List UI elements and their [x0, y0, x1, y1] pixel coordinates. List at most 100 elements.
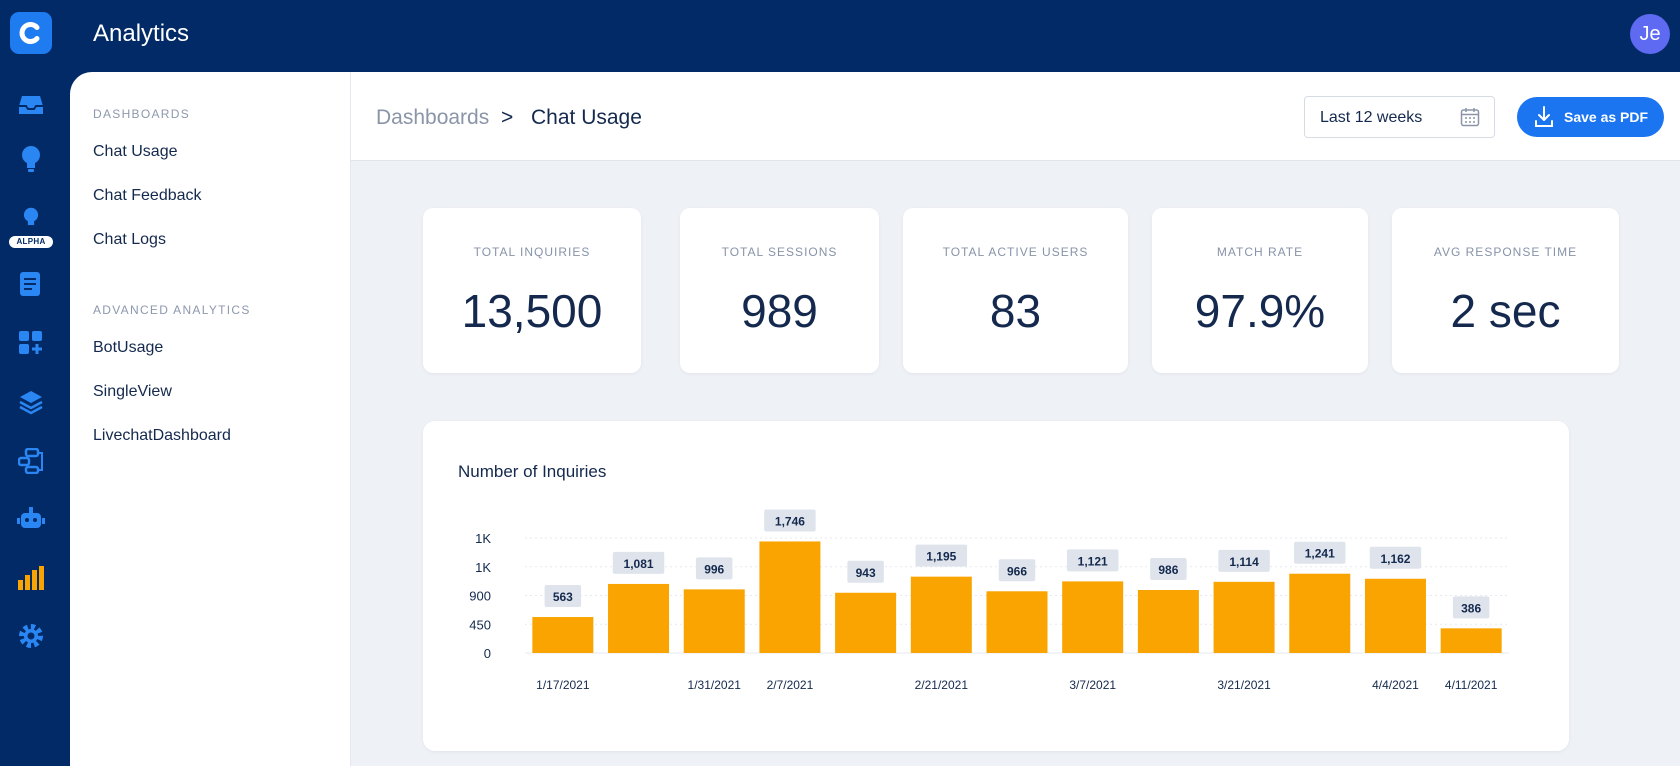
inbox-icon[interactable] — [15, 89, 47, 121]
date-range-select[interactable]: Last 12 weeks — [1304, 96, 1495, 138]
lightbulb-icon[interactable] — [15, 143, 47, 175]
layers-icon[interactable] — [15, 386, 47, 418]
chart-bar — [910, 576, 972, 653]
data-label-bg — [1294, 541, 1346, 564]
chart-bar — [835, 592, 897, 653]
sidebar-item-chat-feedback[interactable]: Chat Feedback — [93, 187, 202, 204]
x-tick-label: 2/21/2021 — [915, 678, 969, 692]
data-label: 996 — [704, 562, 724, 576]
chart-bar — [1289, 573, 1351, 653]
sidebar-item-singleview[interactable]: SingleView — [93, 383, 172, 400]
x-tick-label: 4/11/2021 — [1445, 678, 1498, 692]
document-icon[interactable] — [15, 268, 47, 300]
data-label: 986 — [1158, 563, 1178, 577]
data-label-bg — [612, 551, 665, 574]
chart-bar — [1440, 628, 1502, 653]
data-label-bg — [695, 557, 733, 580]
kpi-total-sessions: TOTAL SESSIONS 989 — [680, 208, 879, 373]
kpi-value: 13,500 — [461, 285, 603, 337]
data-label: 943 — [856, 566, 876, 580]
sidebar-item-chat-logs[interactable]: Chat Logs — [93, 231, 166, 248]
flow-icon[interactable] — [15, 445, 47, 477]
save-as-pdf-label: Save as PDF — [1564, 109, 1649, 125]
chart-bar — [1213, 581, 1275, 653]
data-label-bg — [1066, 549, 1119, 572]
data-label-bg — [998, 559, 1036, 582]
data-label-bg — [1150, 558, 1187, 581]
y-tick-label: 1K — [475, 560, 491, 575]
kpi-match-rate: MATCH RATE 97.9% — [1152, 208, 1368, 373]
chart-bar — [608, 583, 670, 653]
y-tick-label: 0 — [484, 646, 491, 661]
kpi-value: 2 sec — [1450, 285, 1561, 337]
calendar-icon — [1460, 108, 1480, 127]
settings-icon[interactable] — [15, 620, 47, 652]
sidebar-item-livechat-dashboard[interactable]: LivechatDashboard — [93, 427, 231, 444]
x-tick-label: 4/4/2021 — [1372, 678, 1419, 692]
y-tick-label: 1K — [475, 531, 491, 546]
app-title: Analytics — [93, 20, 190, 47]
kpi-label: TOTAL INQUIRIES — [473, 245, 591, 259]
chart-title: Number of Inquiries — [458, 462, 607, 481]
user-avatar[interactable]: Je — [1630, 14, 1670, 54]
dashboards-sidebar: DASHBOARDS Chat Usage Chat Feedback Chat… — [70, 72, 351, 766]
breadcrumb-dashboards[interactable]: Dashboards — [376, 106, 490, 129]
kpi-label: TOTAL ACTIVE USERS — [942, 245, 1089, 259]
data-label-bg — [1218, 549, 1270, 572]
save-as-pdf-button[interactable]: Save as PDF — [1517, 97, 1664, 137]
top-bar: Analytics Je — [0, 0, 1680, 72]
chart-bar — [683, 589, 745, 653]
x-tick-label: 2/7/2021 — [767, 678, 814, 692]
data-label-bg — [1452, 596, 1490, 619]
inquiries-chart-card: Number of Inquiries 0 450 900 1K 1K 563 1/17/2… — [423, 421, 1569, 751]
breadcrumb-separator: > — [501, 106, 514, 129]
kpi-total-active-users: TOTAL ACTIVE USERS 83 — [903, 208, 1128, 373]
y-tick-label: 450 — [469, 617, 491, 632]
kpi-label: AVG RESPONSE TIME — [1433, 245, 1578, 259]
x-tick-label: 3/21/2021 — [1217, 678, 1271, 692]
sidebar-item-chat-usage[interactable]: Chat Usage — [93, 143, 178, 160]
main-content: Dashboards > Chat Usage Last 12 weeks Sa… — [351, 72, 1680, 766]
app-logo[interactable] — [10, 12, 52, 54]
kpi-label: TOTAL SESSIONS — [721, 245, 838, 259]
chart-bar — [759, 541, 821, 653]
page-title: Chat Usage — [531, 106, 642, 129]
inquiries-bar-chart: 0 450 900 1K 1K 563 1/17/2021 1,081 996 1/31/2021… — [469, 509, 1509, 692]
data-label-bg — [1369, 546, 1422, 569]
data-label: 966 — [1007, 564, 1027, 578]
kpi-value: 97.9% — [1194, 285, 1326, 337]
x-tick-label: 3/7/2021 — [1069, 678, 1116, 692]
page-header: Dashboards > Chat Usage Last 12 weeks Sa… — [351, 72, 1680, 161]
alpha-badge: ALPHA — [9, 236, 53, 248]
chart-bar — [1062, 581, 1124, 653]
data-label: 1,195 — [926, 550, 956, 564]
kpi-total-inquiries: TOTAL INQUIRIES 13,500 — [423, 208, 641, 373]
chart-bar — [986, 591, 1048, 653]
dashboards-section-label: DASHBOARDS — [93, 107, 191, 121]
data-label: 1,121 — [1078, 554, 1108, 568]
data-label: 1,081 — [624, 557, 654, 571]
data-label-bg — [847, 560, 884, 583]
chart-bar — [1137, 590, 1199, 653]
chart-bar — [532, 617, 594, 653]
kpi-label: MATCH RATE — [1216, 245, 1304, 259]
logo-c-icon — [19, 22, 40, 44]
date-range-value: Last 12 weeks — [1320, 109, 1423, 126]
kpi-avg-response-time: AVG RESPONSE TIME 2 sec — [1392, 208, 1619, 373]
data-label: 563 — [553, 590, 573, 604]
sidebar-item-botusage[interactable]: BotUsage — [93, 339, 164, 356]
data-label: 386 — [1461, 601, 1481, 615]
data-label-bg — [764, 509, 816, 532]
x-tick-label: 1/31/2021 — [688, 678, 742, 692]
bar-chart-icon[interactable] — [15, 562, 47, 594]
lightbulb-alpha-icon[interactable] — [15, 202, 47, 234]
x-tick-label: 1/17/2021 — [536, 678, 590, 692]
icon-rail: ALPHA — [0, 72, 64, 766]
add-widget-icon[interactable] — [15, 327, 47, 359]
data-label-bg — [915, 544, 968, 567]
data-label: 1,746 — [775, 514, 805, 528]
data-label-bg — [544, 585, 582, 608]
kpi-value: 83 — [989, 285, 1042, 337]
data-label: 1,162 — [1380, 552, 1410, 566]
bot-icon[interactable] — [15, 503, 47, 535]
